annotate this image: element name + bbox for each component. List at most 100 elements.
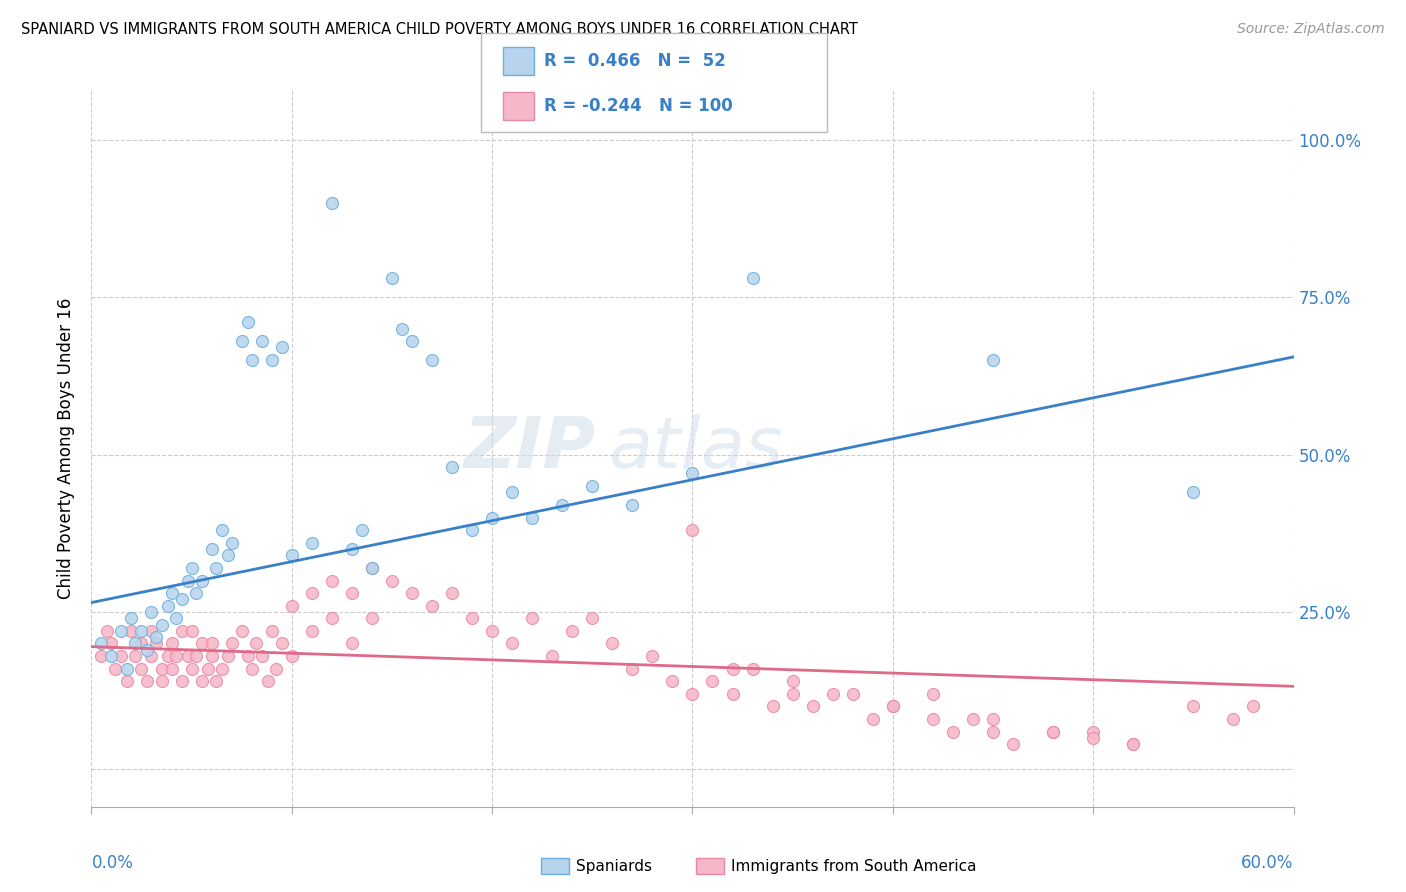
Point — [1122, 737, 1144, 751]
Point — [270, 636, 292, 650]
Point — [201, 636, 224, 650]
Point — [90, 636, 112, 650]
Point — [741, 662, 763, 676]
Point — [117, 674, 139, 689]
Point — [1182, 699, 1205, 714]
Point — [801, 699, 824, 714]
Point — [217, 549, 239, 563]
Point — [440, 460, 463, 475]
Point — [145, 630, 167, 644]
Point — [270, 341, 292, 355]
Point — [661, 674, 683, 689]
Point — [1083, 731, 1105, 745]
Point — [204, 561, 226, 575]
Point — [131, 662, 153, 676]
Point — [1001, 737, 1024, 751]
Point — [150, 674, 173, 689]
Point — [621, 662, 644, 676]
Point — [340, 636, 363, 650]
Point — [782, 687, 804, 701]
Point — [681, 467, 703, 481]
Point — [821, 687, 844, 701]
Point — [240, 662, 263, 676]
Point — [180, 624, 202, 638]
Point — [221, 636, 243, 650]
Point — [231, 334, 253, 348]
Point — [176, 574, 198, 588]
Point — [350, 523, 373, 537]
Point — [121, 624, 143, 638]
Text: R = -0.244   N = 100: R = -0.244 N = 100 — [544, 97, 733, 115]
Point — [621, 498, 644, 512]
Point — [256, 674, 278, 689]
Point — [321, 574, 343, 588]
Point — [1042, 724, 1064, 739]
Point — [1222, 712, 1244, 726]
Point — [90, 649, 112, 664]
Point — [197, 662, 219, 676]
Point — [231, 624, 253, 638]
Point — [110, 649, 132, 664]
Point — [180, 662, 202, 676]
Point — [190, 674, 212, 689]
Point — [461, 611, 484, 625]
Point — [981, 712, 1004, 726]
Point — [217, 649, 239, 664]
Point — [150, 662, 173, 676]
Point — [1243, 699, 1265, 714]
Point — [245, 636, 267, 650]
Point — [721, 687, 744, 701]
Point — [381, 271, 404, 285]
Text: Source: ZipAtlas.com: Source: ZipAtlas.com — [1237, 22, 1385, 37]
Point — [440, 586, 463, 600]
Point — [481, 510, 503, 524]
Point — [602, 636, 624, 650]
Point — [782, 674, 804, 689]
Point — [141, 605, 163, 619]
Point — [150, 617, 173, 632]
Point — [281, 649, 304, 664]
Text: Spaniards: Spaniards — [576, 859, 652, 873]
Point — [104, 662, 127, 676]
Point — [250, 334, 273, 348]
Point — [141, 649, 163, 664]
Point — [360, 561, 382, 575]
Point — [117, 662, 139, 676]
Point — [250, 649, 273, 664]
Text: 60.0%: 60.0% — [1241, 854, 1294, 872]
Point — [204, 674, 226, 689]
Point — [260, 353, 283, 368]
Point — [100, 636, 122, 650]
Point — [165, 649, 187, 664]
Point — [681, 523, 703, 537]
Point — [401, 334, 423, 348]
Point — [141, 624, 163, 638]
Point — [551, 498, 574, 512]
Point — [156, 599, 179, 613]
Point — [321, 611, 343, 625]
Point — [170, 592, 193, 607]
Point — [882, 699, 904, 714]
Point — [762, 699, 785, 714]
Point — [131, 636, 153, 650]
Point — [420, 353, 443, 368]
Point — [145, 636, 167, 650]
Point — [201, 541, 224, 556]
Point — [236, 315, 259, 329]
Point — [381, 574, 404, 588]
Point — [281, 599, 304, 613]
Point — [211, 523, 233, 537]
Point — [702, 674, 724, 689]
Point — [100, 649, 122, 664]
Point — [201, 649, 224, 664]
Point — [681, 687, 703, 701]
Point — [862, 712, 884, 726]
Point — [110, 624, 132, 638]
Point — [211, 662, 233, 676]
Point — [522, 510, 544, 524]
Point — [136, 674, 159, 689]
Point — [962, 712, 984, 726]
Point — [264, 662, 287, 676]
Point — [641, 649, 664, 664]
Point — [340, 541, 363, 556]
